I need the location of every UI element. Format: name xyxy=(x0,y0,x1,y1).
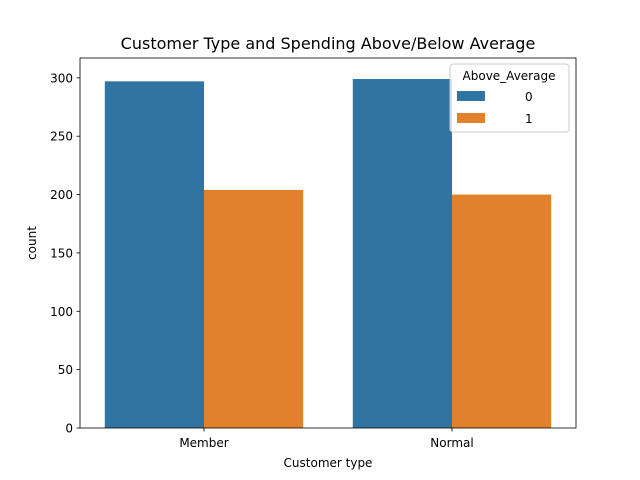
bar-member-series-0 xyxy=(104,81,204,429)
y-tick-label: 50 xyxy=(58,363,73,377)
bar-normal-series-0 xyxy=(352,79,452,428)
x-tick-label: Normal xyxy=(430,436,473,450)
x-axis-ticks: Member Normal xyxy=(179,428,474,450)
chart-title: Customer Type and Spending Above/Below A… xyxy=(121,34,536,53)
y-tick-label: 200 xyxy=(50,188,73,202)
y-tick-label: 150 xyxy=(50,246,73,260)
plot-area: 0 50 100 150 200 250 300 Member Normal xyxy=(50,57,577,450)
x-axis-label: Customer type xyxy=(284,456,373,470)
bars xyxy=(104,79,552,429)
y-axis-label: count xyxy=(25,226,39,260)
plot-frame xyxy=(79,57,577,429)
bar-normal-series-1 xyxy=(452,194,552,428)
legend: Above_Average 0 1 xyxy=(449,63,570,133)
legend-swatch-1 xyxy=(457,113,485,123)
legend-label-1: 1 xyxy=(525,112,533,126)
y-axis-ticks: 0 50 100 150 200 250 300 xyxy=(50,71,80,436)
y-tick-label: 0 xyxy=(65,422,73,436)
y-tick-label: 100 xyxy=(50,305,73,319)
legend-title: Above_Average xyxy=(463,69,556,83)
y-tick-label: 300 xyxy=(50,71,73,85)
x-tick-label: Member xyxy=(179,436,228,450)
legend-label-0: 0 xyxy=(525,90,533,104)
bar-member-series-1 xyxy=(204,189,304,428)
y-tick-label: 250 xyxy=(50,130,73,144)
legend-swatch-0 xyxy=(457,91,485,101)
